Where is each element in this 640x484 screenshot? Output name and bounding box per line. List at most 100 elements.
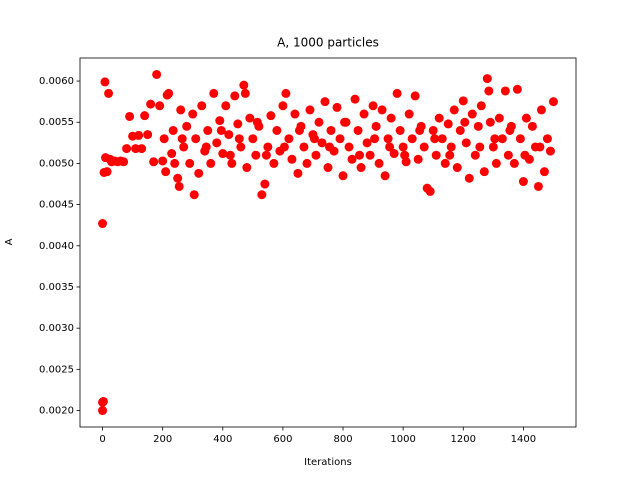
point (545, 146, 555, 156)
y-tick-label: 0.0035 (39, 282, 74, 293)
point (338, 171, 348, 181)
point (518, 177, 528, 187)
point (302, 158, 312, 168)
point (215, 116, 225, 126)
point (98, 396, 108, 406)
point (143, 130, 153, 140)
point (309, 134, 319, 144)
point (278, 101, 288, 111)
point (455, 125, 465, 135)
point (362, 138, 372, 148)
point (188, 109, 198, 119)
point (460, 117, 470, 127)
point (428, 125, 438, 135)
point (415, 125, 425, 135)
point (293, 168, 303, 178)
point (203, 125, 213, 135)
point (404, 109, 414, 119)
point (182, 121, 192, 131)
point (305, 105, 315, 115)
point (359, 109, 369, 119)
point (233, 119, 243, 129)
point (520, 150, 530, 160)
point (476, 101, 486, 111)
point (539, 167, 549, 177)
point (221, 101, 231, 111)
chart-title: A, 1000 particles (277, 36, 379, 50)
point (374, 158, 384, 168)
point (385, 142, 395, 152)
point (335, 134, 345, 144)
point (458, 96, 468, 106)
point (491, 158, 501, 168)
point (536, 105, 546, 115)
x-tick-label: 200 (153, 434, 172, 445)
x-tick-label: 1000 (390, 434, 415, 445)
axes-frame (79, 57, 577, 428)
y-tick-label: 0.0050 (39, 158, 74, 169)
point (263, 142, 273, 152)
point (209, 88, 219, 98)
point (407, 134, 417, 144)
point (356, 163, 366, 173)
point (548, 97, 558, 107)
point (125, 111, 135, 121)
point (206, 158, 216, 168)
point (425, 186, 435, 196)
point (355, 150, 365, 160)
point (149, 157, 159, 167)
point (140, 111, 150, 121)
point (332, 102, 342, 112)
point (98, 219, 108, 229)
point (485, 117, 495, 127)
point (257, 190, 267, 200)
point (185, 158, 195, 168)
point (386, 113, 396, 123)
point (323, 163, 333, 173)
y-tick-label: 0.0025 (39, 364, 74, 375)
x-tick-label: 600 (273, 434, 292, 445)
point (197, 101, 207, 111)
point (535, 142, 545, 152)
point (350, 94, 360, 104)
point (239, 80, 249, 90)
y-tick-label: 0.0055 (39, 117, 74, 128)
point (191, 134, 201, 144)
point (161, 167, 171, 177)
point (294, 125, 304, 135)
point (443, 119, 453, 129)
point (326, 125, 336, 135)
point (137, 144, 147, 154)
point (173, 173, 183, 183)
point (287, 154, 297, 164)
point (251, 150, 261, 160)
point (389, 149, 399, 159)
point (212, 138, 222, 148)
point (146, 99, 156, 109)
point (430, 134, 440, 144)
point (279, 142, 289, 152)
point (542, 134, 552, 144)
point (152, 69, 162, 79)
point (104, 88, 114, 98)
point (484, 86, 494, 96)
point (503, 150, 513, 160)
y-tick-label: 0.0060 (39, 76, 74, 87)
point (482, 74, 492, 84)
point (353, 125, 363, 135)
x-tick-label: 1200 (451, 434, 476, 445)
point (122, 144, 132, 154)
point (174, 181, 184, 191)
point (509, 158, 519, 168)
point (500, 86, 510, 96)
point (245, 113, 255, 123)
point (155, 101, 165, 111)
point (380, 171, 390, 181)
point (452, 163, 462, 173)
point (494, 113, 504, 123)
point (240, 88, 250, 98)
point (371, 121, 381, 131)
point (290, 109, 300, 119)
